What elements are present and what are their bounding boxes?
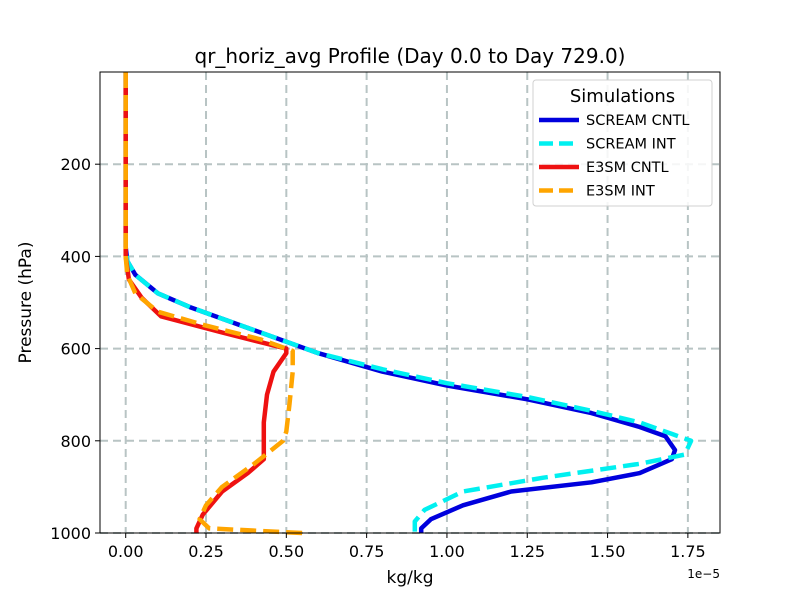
x-tick-label: 0.00 bbox=[108, 542, 144, 561]
legend-label: E3SM CNTL bbox=[586, 160, 669, 176]
x-tick-label: 1.25 bbox=[509, 542, 545, 561]
x-tick-label: 0.75 bbox=[349, 542, 385, 561]
series-lines bbox=[123, 72, 694, 536]
legend: Simulations SCREAM CNTL SCREAM INT E3SM CN… bbox=[532, 79, 713, 207]
legend-label: E3SM INT bbox=[586, 184, 655, 200]
legend-label: SCREAM INT bbox=[586, 137, 676, 153]
x-tick-label: 0.50 bbox=[269, 542, 305, 561]
x-tick-label: 1.50 bbox=[590, 542, 626, 561]
y-axis-label: Pressure (hPa) bbox=[16, 242, 36, 364]
grid-lines bbox=[100, 72, 720, 534]
y-tick-label: 1000 bbox=[50, 524, 91, 543]
x-axis-offset-label: 1e−5 bbox=[687, 567, 720, 581]
x-axis-label: kg/kg bbox=[387, 568, 434, 588]
y-tick-label: 800 bbox=[60, 432, 91, 451]
series-line-e3sm-int bbox=[123, 72, 303, 536]
legend-entries: SCREAM CNTL SCREAM INT E3SM CNTL E3SM INT bbox=[539, 113, 690, 200]
legend-title: Simulations bbox=[570, 86, 675, 107]
chart-title: qr_horiz_avg Profile (Day 0.0 to Day 729… bbox=[195, 44, 626, 68]
y-tick-label: 600 bbox=[60, 340, 91, 359]
x-tick-label: 1.75 bbox=[670, 542, 706, 561]
plot-frame bbox=[99, 71, 721, 534]
axis-ticks: 0.00 0.25 0.50 0.75 1.00 1.25 1.50 1.75 200 400 60… bbox=[50, 155, 705, 561]
x-tick-label: 1.00 bbox=[429, 542, 465, 561]
legend-box bbox=[532, 79, 713, 207]
y-tick-label: 400 bbox=[60, 247, 91, 266]
legend-label: SCREAM CNTL bbox=[586, 113, 690, 129]
y-tick-label: 200 bbox=[60, 155, 91, 174]
x-tick-label: 0.25 bbox=[188, 542, 224, 561]
